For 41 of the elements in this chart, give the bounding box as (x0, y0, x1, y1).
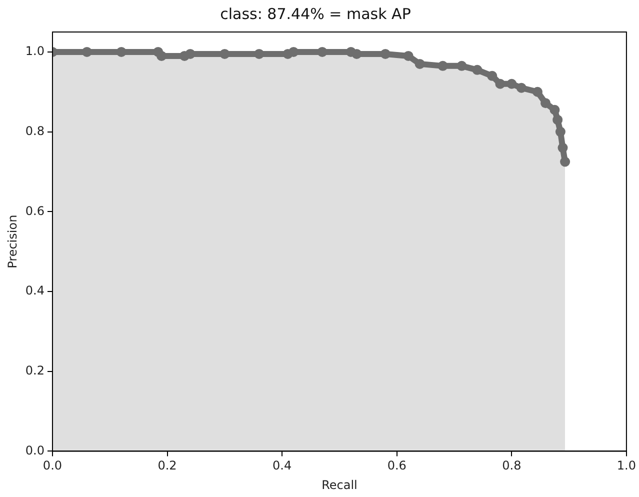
point (532, 86, 542, 97)
point (456, 60, 467, 71)
point (552, 114, 563, 125)
chart-title: class: 87.44% = mask AP (220, 4, 411, 23)
y-axis-title: Precision (5, 214, 20, 268)
point (550, 104, 560, 115)
point (540, 98, 551, 108)
x-tick-label: 0.2 (158, 458, 177, 473)
y-tick-label: 0.2 (25, 363, 44, 378)
point (254, 48, 264, 59)
point (317, 46, 328, 57)
x-tick-label: 1.0 (616, 458, 636, 473)
y-tick-label: 0.8 (25, 124, 44, 138)
x-axis-title: Recall (322, 478, 358, 492)
point (487, 70, 498, 81)
point (116, 46, 126, 57)
point (506, 78, 517, 89)
point (555, 126, 566, 137)
point (220, 48, 230, 59)
y-tick-label: 1.0 (25, 44, 44, 58)
point (495, 78, 506, 89)
x-tick-label: 0.0 (42, 458, 62, 473)
y-tick-label: 0.4 (25, 284, 44, 298)
point (472, 64, 482, 75)
point (380, 48, 390, 59)
point (414, 58, 425, 69)
point (82, 46, 92, 57)
x-tick-label: 0.4 (272, 458, 292, 473)
point (560, 156, 570, 167)
y-tick-label: 0.0 (25, 443, 44, 458)
y-tick-label: 0.6 (25, 204, 44, 218)
point (352, 48, 362, 59)
point (185, 48, 196, 59)
point (558, 142, 568, 153)
x-tick-label: 0.6 (387, 458, 406, 473)
point (156, 50, 167, 61)
x-tick-label: 0.8 (502, 458, 522, 473)
point (516, 82, 526, 93)
point (288, 46, 299, 57)
point (438, 60, 448, 71)
point (403, 50, 414, 61)
